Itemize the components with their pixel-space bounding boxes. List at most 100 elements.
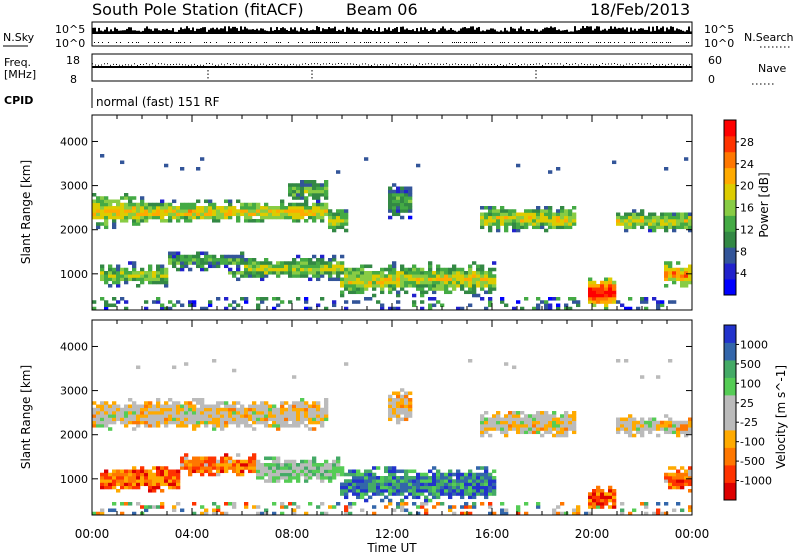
heatmap-cell bbox=[480, 414, 485, 418]
nave-dot bbox=[554, 63, 555, 65]
heatmap-cell bbox=[668, 482, 673, 487]
heatmap-cell bbox=[640, 433, 645, 438]
heatmap-cell bbox=[288, 193, 293, 197]
heatmap-cell bbox=[160, 280, 165, 285]
heatmap-cell bbox=[372, 293, 377, 298]
heatmap-cell bbox=[488, 284, 493, 288]
heatmap-cell bbox=[368, 469, 373, 474]
heatmap-cell bbox=[484, 430, 489, 435]
heatmap-cell bbox=[412, 476, 417, 480]
heatmap-cell bbox=[128, 404, 133, 409]
heatmap-cell bbox=[352, 502, 357, 506]
heatmap-cell bbox=[316, 469, 321, 474]
heatmap-cell bbox=[548, 209, 553, 213]
heatmap-cell bbox=[136, 206, 141, 210]
nsearch-dot bbox=[396, 42, 397, 43]
heatmap-cell bbox=[92, 212, 97, 217]
heatmap-cell bbox=[132, 264, 137, 269]
heatmap-cell bbox=[128, 277, 133, 282]
nsearch-dot bbox=[132, 42, 133, 43]
nsky-bar bbox=[598, 26, 600, 34]
heatmap-cell bbox=[244, 300, 249, 304]
heatmap-cell bbox=[160, 264, 165, 269]
heatmap-cell bbox=[572, 511, 577, 516]
heatmap-cell bbox=[676, 420, 681, 425]
heatmap-cell bbox=[556, 167, 561, 171]
nsearch-dot bbox=[642, 42, 643, 43]
heatmap-cell bbox=[288, 463, 293, 467]
heatmap-cell bbox=[408, 284, 413, 288]
heatmap-cell bbox=[252, 219, 257, 223]
heatmap-cell bbox=[116, 482, 121, 487]
heatmap-cell bbox=[176, 485, 181, 490]
heatmap-cell bbox=[152, 479, 157, 483]
heatmap-cell bbox=[188, 414, 193, 418]
heatmap-cell bbox=[628, 427, 633, 431]
heatmap-cell bbox=[428, 274, 433, 278]
heatmap-cell bbox=[308, 414, 313, 418]
heatmap-cell bbox=[268, 209, 273, 213]
heatmap-cell bbox=[168, 479, 173, 483]
heatmap-cell bbox=[296, 186, 301, 191]
nave-dot bbox=[632, 64, 633, 66]
nave-dot bbox=[290, 63, 291, 65]
heatmap-cell bbox=[304, 476, 309, 480]
heatmap-cell bbox=[400, 280, 405, 285]
heatmap-cell bbox=[352, 290, 357, 295]
heatmap-cell bbox=[96, 404, 101, 409]
nave-dot bbox=[320, 64, 321, 66]
heatmap-cell bbox=[652, 420, 657, 425]
nsky-bar bbox=[300, 27, 302, 34]
heatmap-cell bbox=[140, 414, 145, 418]
heatmap-cell bbox=[616, 222, 621, 226]
heatmap-cell bbox=[92, 511, 97, 516]
nsearch-dot bbox=[310, 42, 311, 43]
heatmap-cell bbox=[224, 258, 229, 262]
heatmap-cell bbox=[116, 212, 121, 217]
heatmap-cell bbox=[396, 492, 401, 496]
heatmap-cell bbox=[132, 414, 137, 418]
heatmap-cell bbox=[404, 485, 409, 490]
heatmap-cell bbox=[460, 495, 465, 500]
heatmap-cell bbox=[92, 199, 97, 204]
heatmap-cell bbox=[468, 274, 473, 278]
freq-label: Freq. bbox=[4, 56, 31, 69]
heatmap-cell bbox=[168, 306, 173, 311]
heatmap-cell bbox=[572, 427, 577, 431]
heatmap-cell bbox=[340, 293, 345, 298]
heatmap-cell bbox=[116, 407, 121, 412]
heatmap-cell bbox=[624, 359, 629, 363]
heatmap-cell bbox=[344, 485, 349, 490]
heatmap-cell bbox=[460, 485, 465, 490]
heatmap-cell bbox=[156, 274, 161, 278]
heatmap-cell bbox=[568, 215, 573, 220]
heatmap-cell bbox=[232, 271, 237, 275]
nsky-bar bbox=[356, 28, 358, 34]
nsky-bar bbox=[626, 27, 628, 34]
heatmap-cell bbox=[248, 202, 253, 207]
heatmap-cell bbox=[388, 414, 393, 418]
heatmap-cell bbox=[492, 417, 497, 422]
nsky-bar bbox=[122, 30, 124, 34]
heatmap-cell bbox=[608, 498, 613, 503]
heatmap-cell bbox=[472, 495, 477, 500]
heatmap-cell bbox=[336, 212, 341, 217]
heatmap-cell bbox=[296, 267, 301, 272]
heatmap-cell bbox=[292, 401, 297, 405]
heatmap-cell bbox=[524, 420, 529, 425]
heatmap-cell bbox=[116, 215, 121, 220]
heatmap-cell bbox=[588, 495, 593, 500]
nave-dot bbox=[635, 63, 636, 65]
nave-dot bbox=[308, 64, 309, 66]
heatmap-cell bbox=[480, 433, 485, 438]
heatmap-cell bbox=[284, 459, 289, 464]
heatmap-cell bbox=[472, 261, 477, 265]
heatmap-cell bbox=[404, 189, 409, 194]
heatmap-cell bbox=[488, 290, 493, 295]
heatmap-cell bbox=[288, 264, 293, 269]
heatmap-cell bbox=[628, 219, 633, 223]
heatmap-cell bbox=[256, 404, 261, 409]
nsearch-dot bbox=[334, 42, 335, 43]
heatmap-cell bbox=[212, 359, 217, 363]
heatmap-cell bbox=[112, 271, 117, 275]
